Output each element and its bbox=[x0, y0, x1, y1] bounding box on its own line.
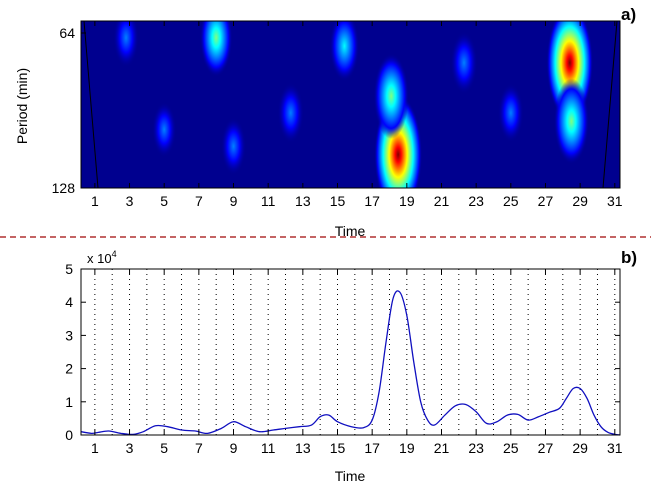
heatmap-field bbox=[81, 21, 620, 188]
heatmap-hotspot bbox=[373, 53, 409, 140]
b-plot-frame bbox=[80, 268, 621, 436]
b-x-tick-label: 13 bbox=[295, 440, 311, 456]
a-x-tick-label: 5 bbox=[160, 193, 168, 209]
b-x-tick-label: 31 bbox=[607, 440, 623, 456]
b-y-tick-label: 4 bbox=[65, 294, 73, 310]
a-y-tick-label: 128 bbox=[52, 180, 76, 196]
b-y-tick-label: 1 bbox=[65, 394, 73, 410]
b-vertical-grid bbox=[94, 269, 616, 435]
b-exponent-base: x 10 bbox=[87, 251, 112, 266]
a-x-tick-label: 3 bbox=[126, 193, 134, 209]
a-cone-right bbox=[602, 21, 618, 188]
a-x-axis-label: Time bbox=[335, 223, 366, 239]
b-x-tick-label: 11 bbox=[261, 440, 276, 456]
b-panel-tag: b) bbox=[621, 248, 637, 267]
b-x-tick-label: 9 bbox=[230, 440, 238, 456]
heatmap-hotspot bbox=[498, 83, 524, 143]
a-x-tick-label: 11 bbox=[261, 193, 276, 209]
heatmap-hotspot bbox=[329, 21, 360, 82]
a-x-tick-label: 17 bbox=[364, 193, 380, 209]
a-x-tick-label: 13 bbox=[295, 193, 311, 209]
a-x-tick-label: 23 bbox=[468, 193, 484, 209]
a-y-axis-label: Period (min) bbox=[14, 68, 30, 144]
a-y-tick-label: 64 bbox=[59, 25, 75, 41]
b-x-tick-label: 25 bbox=[503, 440, 519, 456]
b-exponent-power: 4 bbox=[112, 249, 117, 259]
a-x-tick-label: 25 bbox=[503, 193, 519, 209]
heatmap-hotspot bbox=[450, 31, 478, 95]
a-x-tick-label: 7 bbox=[195, 193, 203, 209]
a-panel-tag: a) bbox=[621, 5, 636, 24]
b-x-tick-label: 3 bbox=[126, 440, 134, 456]
a-x-tick-label: 27 bbox=[538, 193, 554, 209]
b-x-axis-label: Time bbox=[335, 468, 366, 484]
a-x-tick-label: 29 bbox=[572, 193, 588, 209]
b-y-tick-label: 3 bbox=[65, 327, 73, 343]
b-x-tick-label: 7 bbox=[195, 440, 203, 456]
b-x-tick-label: 27 bbox=[538, 440, 554, 456]
a-x-tick-label: 9 bbox=[230, 193, 238, 209]
b-x-tick-label: 17 bbox=[364, 440, 380, 456]
b-x-ticks: 1 3 5 7 9 11 13 15 17 19 21 23 25 27 29 31 bbox=[91, 269, 623, 456]
a-y-ticks: 64 128 bbox=[52, 25, 86, 196]
a-x-tick-label: 21 bbox=[434, 193, 450, 209]
b-series-line bbox=[80, 290, 621, 436]
a-plot-frame bbox=[80, 20, 621, 189]
a-x-tick-label: 1 bbox=[91, 193, 99, 209]
a-x-tick-label: 15 bbox=[330, 193, 346, 209]
b-y-ticks: 0 1 2 3 4 5 bbox=[65, 261, 620, 443]
b-x-tick-label: 5 bbox=[160, 440, 168, 456]
a-x-ticks: 1 3 5 7 9 11 13 15 17 19 21 23 25 27 29 31 bbox=[91, 21, 623, 209]
b-x-tick-label: 15 bbox=[330, 440, 346, 456]
a-x-tick-label: 19 bbox=[399, 193, 415, 209]
heatmap-hotspot bbox=[553, 78, 590, 165]
b-x-tick-label: 21 bbox=[434, 440, 450, 456]
heatmap-hotspot bbox=[277, 82, 304, 144]
b-x-tick-label: 29 bbox=[572, 440, 588, 456]
heatmap-hotspot bbox=[152, 101, 177, 158]
b-x-tick-label: 1 bbox=[91, 440, 99, 456]
heatmap-hotspot bbox=[220, 117, 247, 176]
b-exponent-label: x 104 bbox=[87, 249, 117, 266]
b-y-tick-label: 5 bbox=[65, 261, 73, 277]
a-x-tick-label: 31 bbox=[607, 193, 623, 209]
b-x-tick-label: 19 bbox=[399, 440, 415, 456]
b-y-tick-label: 2 bbox=[65, 361, 73, 377]
heatmap-hotspot bbox=[199, 21, 233, 77]
b-y-tick-label: 0 bbox=[65, 427, 73, 443]
b-x-tick-label: 23 bbox=[468, 440, 484, 456]
a-cone-left bbox=[83, 21, 99, 188]
heatmap-hotspot bbox=[113, 21, 139, 68]
